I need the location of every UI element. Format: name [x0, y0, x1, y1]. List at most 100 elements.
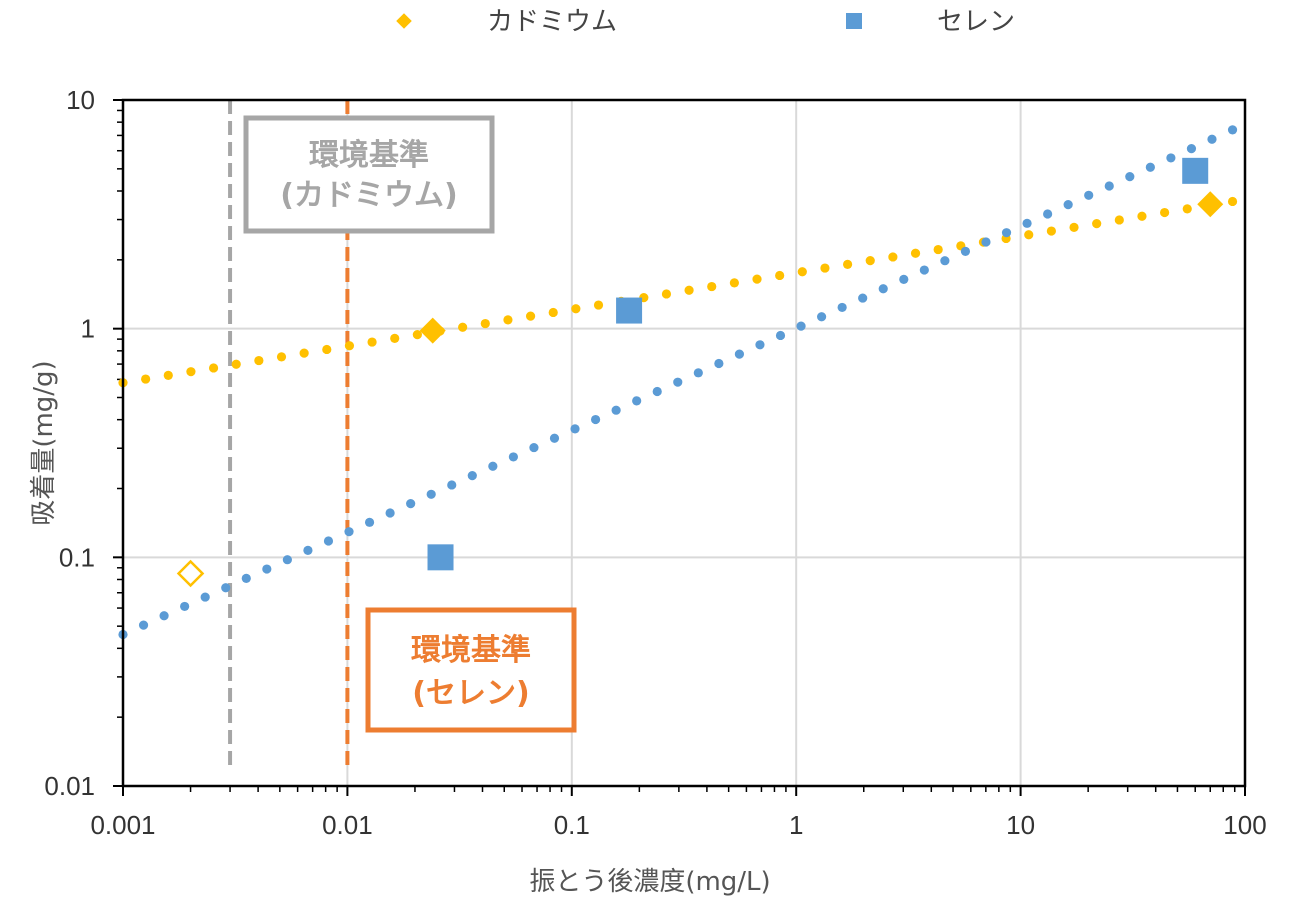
trendline-dot-cadmium — [1227, 196, 1238, 207]
trendline-dot-selenium — [549, 433, 560, 443]
trendline-dot-selenium — [611, 405, 621, 415]
trendline-dot-cadmium — [390, 333, 400, 343]
y-tick-label: 0.1 — [59, 542, 95, 572]
trendline-dot-cadmium — [842, 259, 853, 269]
trendline-dot-cadmium — [344, 341, 355, 351]
trendline-dot-cadmium — [254, 355, 264, 366]
x-tick-label: 0.1 — [554, 810, 590, 840]
trendline-dot-selenium — [1084, 190, 1094, 200]
trendline-dot-selenium — [221, 583, 231, 593]
y-tick-label: 10 — [66, 85, 95, 115]
trendline-dot-selenium — [1227, 125, 1238, 135]
trendline-dot-selenium — [714, 358, 724, 369]
trendline-dot-selenium — [1104, 181, 1114, 191]
data-point-cadmium — [1197, 191, 1224, 218]
trendline-dot-selenium — [1001, 228, 1012, 238]
trendline-dot-selenium — [590, 414, 601, 425]
trendline-dot-selenium — [344, 527, 354, 537]
trendline-dot-selenium — [488, 461, 498, 471]
trendline-dot-cadmium — [1024, 230, 1034, 240]
trendline-dot-selenium — [447, 480, 457, 490]
legend-label-selenium: セレン — [937, 7, 1015, 37]
trendline-dot-cadmium — [141, 374, 151, 384]
x-axis-label: 振とう後濃度(mg/L) — [529, 867, 770, 897]
trendline-dot-selenium — [693, 368, 703, 378]
legend: カドミウム セレン — [396, 7, 1015, 37]
trendline-dot-cadmium — [186, 367, 196, 377]
trendline-dot-cadmium — [775, 270, 785, 281]
trendline-dot-selenium — [775, 330, 786, 341]
trendline-dot-cadmium — [1114, 215, 1124, 225]
trendline-dot-selenium — [200, 592, 210, 602]
trendline-dot-cadmium — [571, 304, 581, 314]
trendline-dot-cadmium — [888, 252, 898, 262]
trendline-dot-selenium — [960, 246, 971, 256]
trendline-dot-selenium — [1022, 218, 1032, 228]
trendline-dot-selenium — [406, 499, 416, 509]
trendline-dot-selenium — [570, 424, 580, 434]
trendline-dot-cadmium — [797, 267, 807, 277]
trendline-dot-selenium — [837, 302, 847, 313]
data-point-cadmium — [419, 317, 446, 344]
trendline-dot-selenium — [878, 284, 888, 294]
trendline-dot-cadmium — [1182, 204, 1192, 214]
y-tick-label: 0.01 — [44, 771, 95, 801]
annotation-selenium-standard: 環境基準 (セレン) — [365, 607, 577, 733]
trendline-dot-cadmium — [322, 344, 332, 355]
trendline-dot-selenium — [796, 321, 806, 331]
trendline-dot-cadmium — [208, 363, 219, 373]
trendline-dot-selenium — [180, 601, 190, 612]
trendline-dot-cadmium — [276, 352, 287, 362]
trendline-dot-selenium — [426, 489, 436, 499]
trendline-dot-cadmium — [503, 315, 513, 325]
plot-area — [121, 98, 1247, 788]
annotation-cadmium-line1: 環境基準 — [309, 138, 429, 173]
trendline-dot-cadmium — [661, 289, 672, 299]
annotation-cadmium-standard: 環境基準 (カドミウム) — [243, 115, 495, 234]
x-axis-ticks: 0.001 0.01 0.1 1 10 100 — [90, 810, 1266, 840]
trendline-dot-selenium — [899, 274, 909, 284]
trendline-dot-selenium — [159, 611, 169, 621]
trendline-dot-cadmium — [231, 359, 241, 369]
trendline-dot-cadmium — [412, 330, 422, 340]
y-tick-label: 1 — [81, 314, 95, 344]
trendline-dot-selenium — [262, 564, 272, 574]
data-point-cadmium-open — [176, 559, 205, 588]
trendline-dot-cadmium — [684, 285, 694, 295]
trendline-dot-cadmium — [299, 348, 309, 358]
legend-marker-cadmium — [396, 13, 412, 29]
x-tick-label: 10 — [1006, 810, 1035, 840]
trendline-dot-selenium — [1043, 209, 1053, 219]
trendline-dot-cadmium — [458, 322, 468, 332]
trendline-dot-selenium — [652, 386, 662, 397]
trendline-dot-selenium — [1186, 143, 1197, 154]
trendline-dot-selenium — [1207, 134, 1217, 144]
trendline-dot-selenium — [529, 442, 539, 453]
trendline-dot-selenium — [241, 573, 251, 583]
trendline-dot-cadmium — [163, 370, 173, 380]
trendline-dot-cadmium — [933, 244, 943, 255]
trendline-dot-cadmium — [820, 263, 830, 273]
annotation-selenium-line1: 環境基準 — [411, 633, 531, 668]
trendline-dot-selenium — [323, 536, 334, 546]
annotation-cadmium-line2: (カドミウム) — [280, 178, 457, 213]
x-tick-label: 100 — [1223, 810, 1266, 840]
x-tick-label: 0.01 — [322, 810, 373, 840]
annotation-selenium-line2: (セレン) — [412, 676, 529, 711]
trendline-dot-cadmium — [525, 311, 536, 321]
trendline-dot-selenium — [138, 620, 149, 630]
trendline-dot-selenium — [1166, 153, 1176, 163]
trendline-dot-selenium — [858, 293, 868, 303]
x-tick-label: 0.001 — [90, 810, 155, 840]
trendline-dot-selenium — [364, 517, 375, 527]
legend-label-cadmium: カドミウム — [487, 7, 617, 37]
trendline-dot-cadmium — [729, 278, 739, 288]
trendline-dot-selenium — [1125, 172, 1135, 182]
trendline-dot-cadmium — [1137, 211, 1147, 221]
y-axis-ticks: 0.01 0.1 1 10 — [44, 85, 95, 801]
data-point-selenium — [427, 544, 454, 571]
trendline-dot-cadmium — [1160, 207, 1170, 218]
trendline-dot-cadmium — [707, 281, 717, 292]
data-point-selenium — [616, 297, 643, 324]
y-axis-label: 吸着量(mg/g) — [29, 360, 59, 525]
